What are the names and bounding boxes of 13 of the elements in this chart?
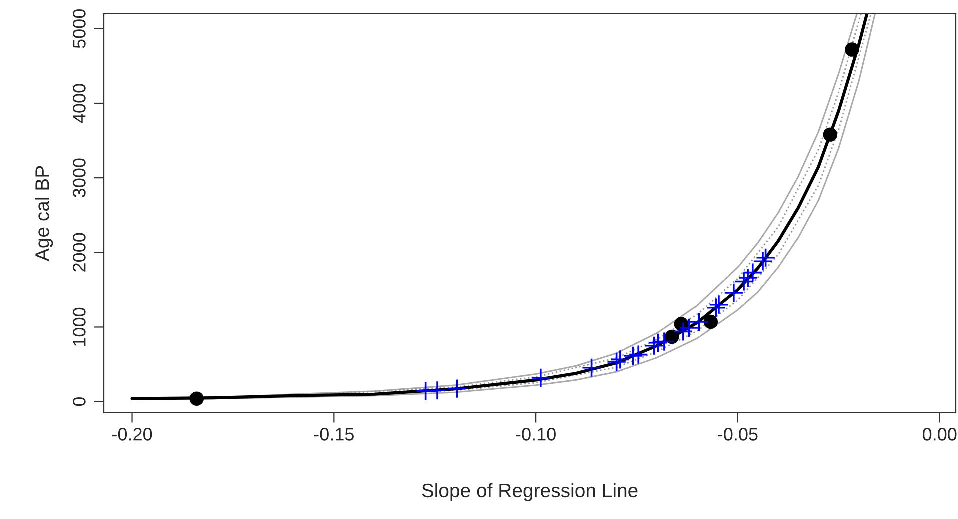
x-tick-label: -0.10 (516, 428, 556, 441)
y-axis-title: Age cal BP (35, 166, 54, 262)
y-tick-label: 5000 (73, 10, 86, 48)
x-axis-title: Slope of Regression Line (422, 483, 638, 502)
y-tick-label: 0 (73, 398, 86, 406)
x-tick-label: -0.05 (718, 428, 758, 441)
x-tick-label: -0.20 (112, 428, 152, 441)
x-tick-label: -0.15 (314, 428, 354, 441)
x-tick-label: 0.00 (922, 428, 957, 441)
y-tick-label: 3000 (73, 158, 86, 198)
y-tick-label: 2000 (73, 233, 86, 272)
y-tick-label: 1000 (73, 308, 86, 346)
y-tick-label: 4000 (73, 84, 86, 124)
